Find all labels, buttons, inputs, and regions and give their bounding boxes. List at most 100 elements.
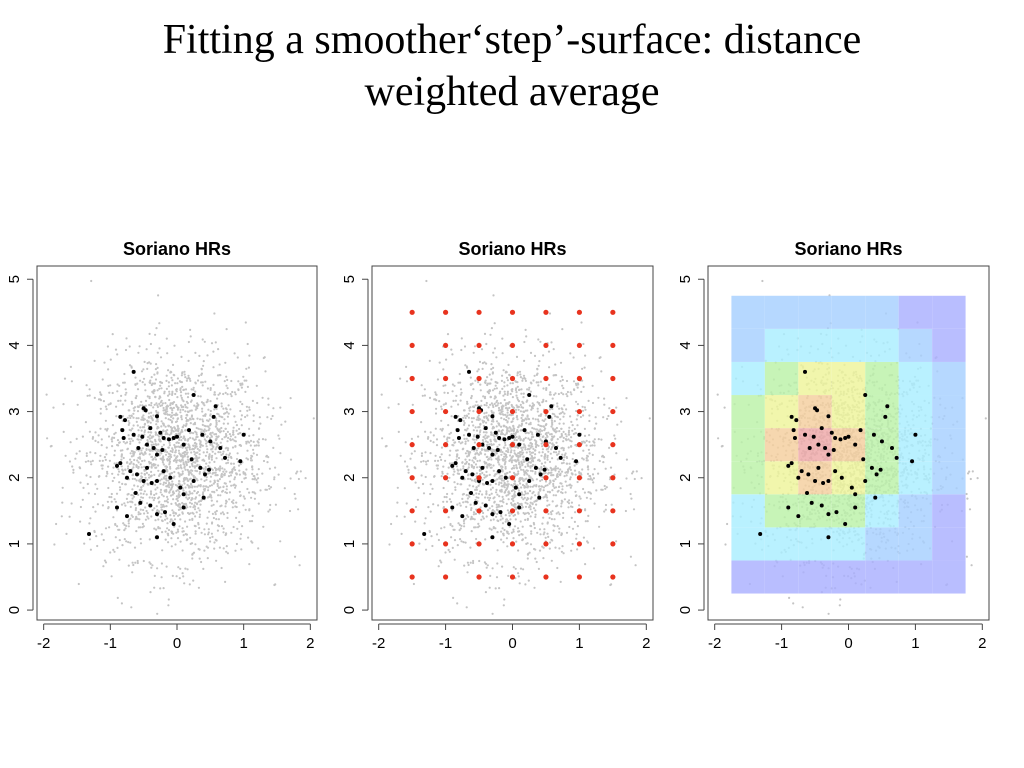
background-point bbox=[536, 498, 539, 501]
background-point bbox=[592, 481, 595, 484]
background-point bbox=[475, 472, 478, 475]
background-point bbox=[113, 476, 116, 479]
data-point bbox=[133, 490, 138, 495]
background-point bbox=[205, 442, 208, 445]
background-point bbox=[143, 360, 146, 363]
background-point bbox=[187, 410, 190, 413]
background-point bbox=[206, 516, 209, 519]
background-point bbox=[486, 496, 489, 499]
background-point bbox=[534, 470, 537, 474]
background-point bbox=[600, 438, 603, 441]
background-point bbox=[168, 491, 171, 494]
background-point bbox=[184, 406, 188, 409]
background-point bbox=[153, 574, 156, 578]
background-point bbox=[465, 505, 468, 508]
background-point bbox=[554, 465, 557, 468]
background-point bbox=[525, 451, 528, 454]
background-point bbox=[52, 406, 55, 409]
background-point bbox=[438, 361, 441, 364]
background-point bbox=[558, 450, 561, 453]
background-point bbox=[523, 473, 526, 476]
background-point bbox=[107, 435, 111, 438]
background-point bbox=[460, 337, 463, 340]
data-point bbox=[167, 437, 171, 442]
background-point bbox=[169, 465, 172, 469]
background-point bbox=[240, 414, 243, 417]
data-point bbox=[181, 505, 186, 510]
background-point bbox=[497, 461, 500, 464]
background-point bbox=[202, 451, 205, 454]
background-point bbox=[537, 459, 540, 462]
background-point bbox=[464, 462, 468, 465]
grid-point bbox=[409, 342, 415, 349]
background-point bbox=[234, 393, 237, 396]
background-point bbox=[192, 444, 195, 447]
background-point bbox=[632, 508, 636, 511]
background-point bbox=[178, 475, 181, 478]
background-point bbox=[208, 455, 211, 458]
background-point bbox=[551, 442, 554, 445]
background-point bbox=[461, 461, 464, 464]
background-point bbox=[496, 457, 499, 460]
grid-point bbox=[509, 475, 516, 481]
background-point bbox=[453, 384, 456, 387]
background-point bbox=[500, 379, 503, 382]
background-point bbox=[209, 540, 212, 543]
background-point bbox=[405, 365, 408, 368]
background-point bbox=[545, 432, 548, 435]
background-point bbox=[238, 490, 241, 493]
background-point bbox=[251, 514, 254, 518]
background-point bbox=[106, 345, 109, 348]
background-point bbox=[174, 382, 177, 385]
background-point bbox=[232, 467, 235, 470]
background-point bbox=[489, 403, 492, 406]
background-point bbox=[481, 419, 484, 422]
background-point bbox=[195, 445, 198, 448]
background-point bbox=[479, 490, 482, 493]
background-point bbox=[501, 565, 504, 568]
background-point bbox=[540, 429, 544, 432]
background-point bbox=[556, 405, 559, 408]
background-point bbox=[560, 375, 564, 378]
background-point bbox=[198, 494, 201, 497]
background-point bbox=[219, 451, 222, 454]
background-point bbox=[498, 409, 501, 412]
background-point bbox=[138, 479, 141, 482]
background-point bbox=[426, 437, 430, 440]
background-point bbox=[532, 447, 535, 450]
background-point bbox=[132, 495, 136, 498]
grid-point bbox=[509, 408, 516, 415]
background-point bbox=[157, 497, 160, 500]
background-point bbox=[525, 335, 528, 338]
grid-point bbox=[509, 541, 516, 547]
background-point bbox=[85, 454, 88, 457]
background-point bbox=[424, 460, 428, 463]
background-point bbox=[217, 525, 221, 528]
background-point bbox=[577, 383, 580, 386]
background-point bbox=[191, 437, 194, 440]
background-point bbox=[211, 450, 214, 453]
background-point bbox=[174, 392, 177, 396]
background-point bbox=[509, 427, 512, 430]
data-point bbox=[490, 452, 495, 457]
background-point bbox=[479, 418, 482, 421]
background-point bbox=[150, 376, 153, 379]
background-point bbox=[251, 468, 254, 471]
background-point bbox=[521, 525, 524, 528]
background-point bbox=[131, 427, 134, 430]
background-point bbox=[215, 559, 218, 562]
background-point bbox=[497, 406, 501, 410]
background-point bbox=[171, 420, 174, 423]
background-point bbox=[460, 391, 463, 394]
background-point bbox=[136, 459, 139, 462]
background-point bbox=[486, 463, 489, 466]
background-point bbox=[205, 522, 208, 525]
background-point bbox=[492, 294, 495, 297]
background-point bbox=[203, 438, 206, 441]
background-point bbox=[148, 332, 151, 335]
background-point bbox=[542, 486, 546, 489]
background-point bbox=[174, 483, 177, 487]
background-point bbox=[179, 380, 182, 383]
background-point bbox=[154, 519, 157, 522]
background-point bbox=[206, 354, 209, 357]
